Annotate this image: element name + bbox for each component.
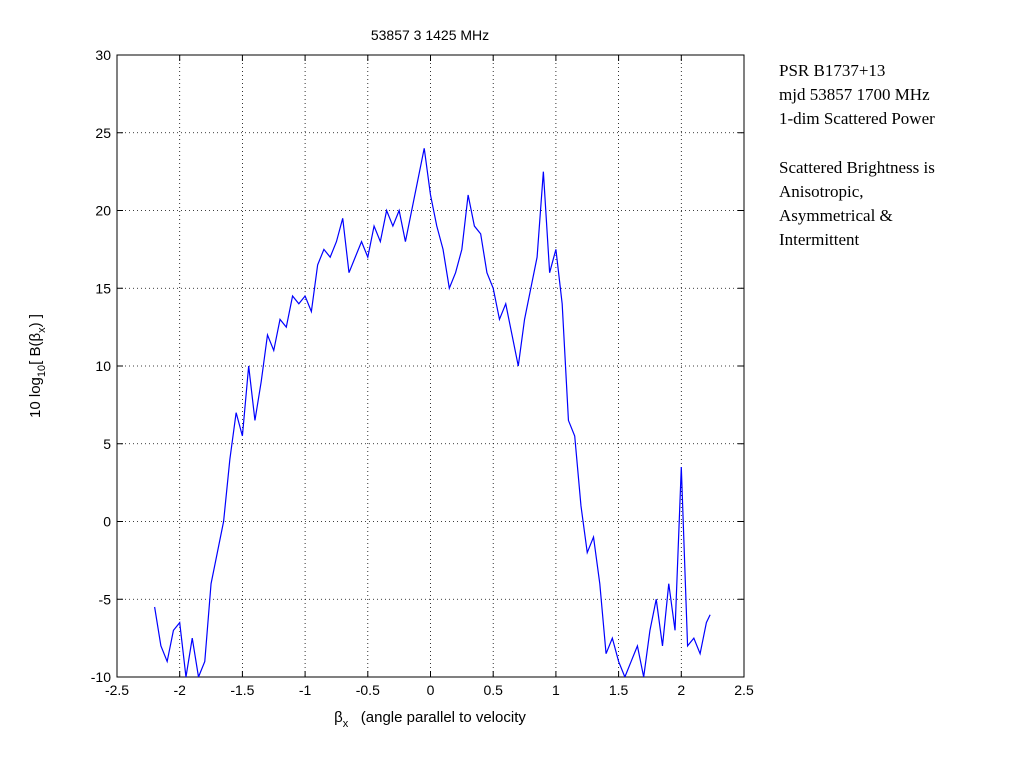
x-tick-label: 1.5 (609, 682, 629, 698)
y-tick-label: -5 (99, 591, 112, 607)
annotation: 1-dim Scattered Power (779, 109, 935, 128)
annotation: Asymmetrical & (779, 206, 893, 225)
y-label-sub: 10 (36, 365, 48, 377)
y-label-part: ) ] (27, 314, 44, 327)
x-tick-label: 2 (677, 682, 685, 698)
chart-title: 53857 3 1425 MHz (371, 27, 489, 43)
x-tick-label: 0 (427, 682, 435, 698)
y-tick-label: 20 (95, 203, 111, 219)
annotation: PSR B1737+13 (779, 61, 885, 80)
annotation: mjd 53857 1700 MHz (779, 85, 930, 104)
y-label-part: [ B(β (27, 333, 44, 365)
annotation: Anisotropic, (779, 182, 864, 201)
y-tick-label: 0 (103, 514, 111, 530)
data-line (154, 148, 711, 677)
x-tick-label: -1 (299, 682, 312, 698)
y-tick-label: -10 (91, 669, 111, 685)
x-tick-label: 0.5 (483, 682, 503, 698)
annotation: Scattered Brightness is (779, 158, 935, 177)
x-tick-label: 2.5 (734, 682, 754, 698)
annotation: Intermittent (779, 230, 860, 249)
y-label-sub: x (36, 327, 48, 333)
y-tick-label: 15 (95, 280, 111, 296)
x-label-sub: x (343, 718, 349, 730)
x-tick-label: -1.5 (230, 682, 254, 698)
y-label-part: 10 log (27, 377, 44, 418)
y-tick-label: 25 (95, 125, 111, 141)
x-tick-label: -2 (173, 682, 186, 698)
y-tick-label: 30 (95, 47, 111, 63)
x-axis-label: βx (angle parallel to velocity (334, 709, 526, 730)
x-tick-label: 1 (552, 682, 560, 698)
y-tick-label: 5 (103, 436, 111, 452)
x-tick-label: -0.5 (356, 682, 380, 698)
plot-frame (116, 54, 745, 678)
x-label-part: β (334, 709, 343, 726)
y-tick-label: 10 (95, 358, 111, 374)
x-tick-label: -2.5 (105, 682, 129, 698)
x-label-part: (angle parallel to velocity (348, 709, 526, 726)
y-axis-label: 10 log10[ B(βx) ] (27, 314, 48, 418)
